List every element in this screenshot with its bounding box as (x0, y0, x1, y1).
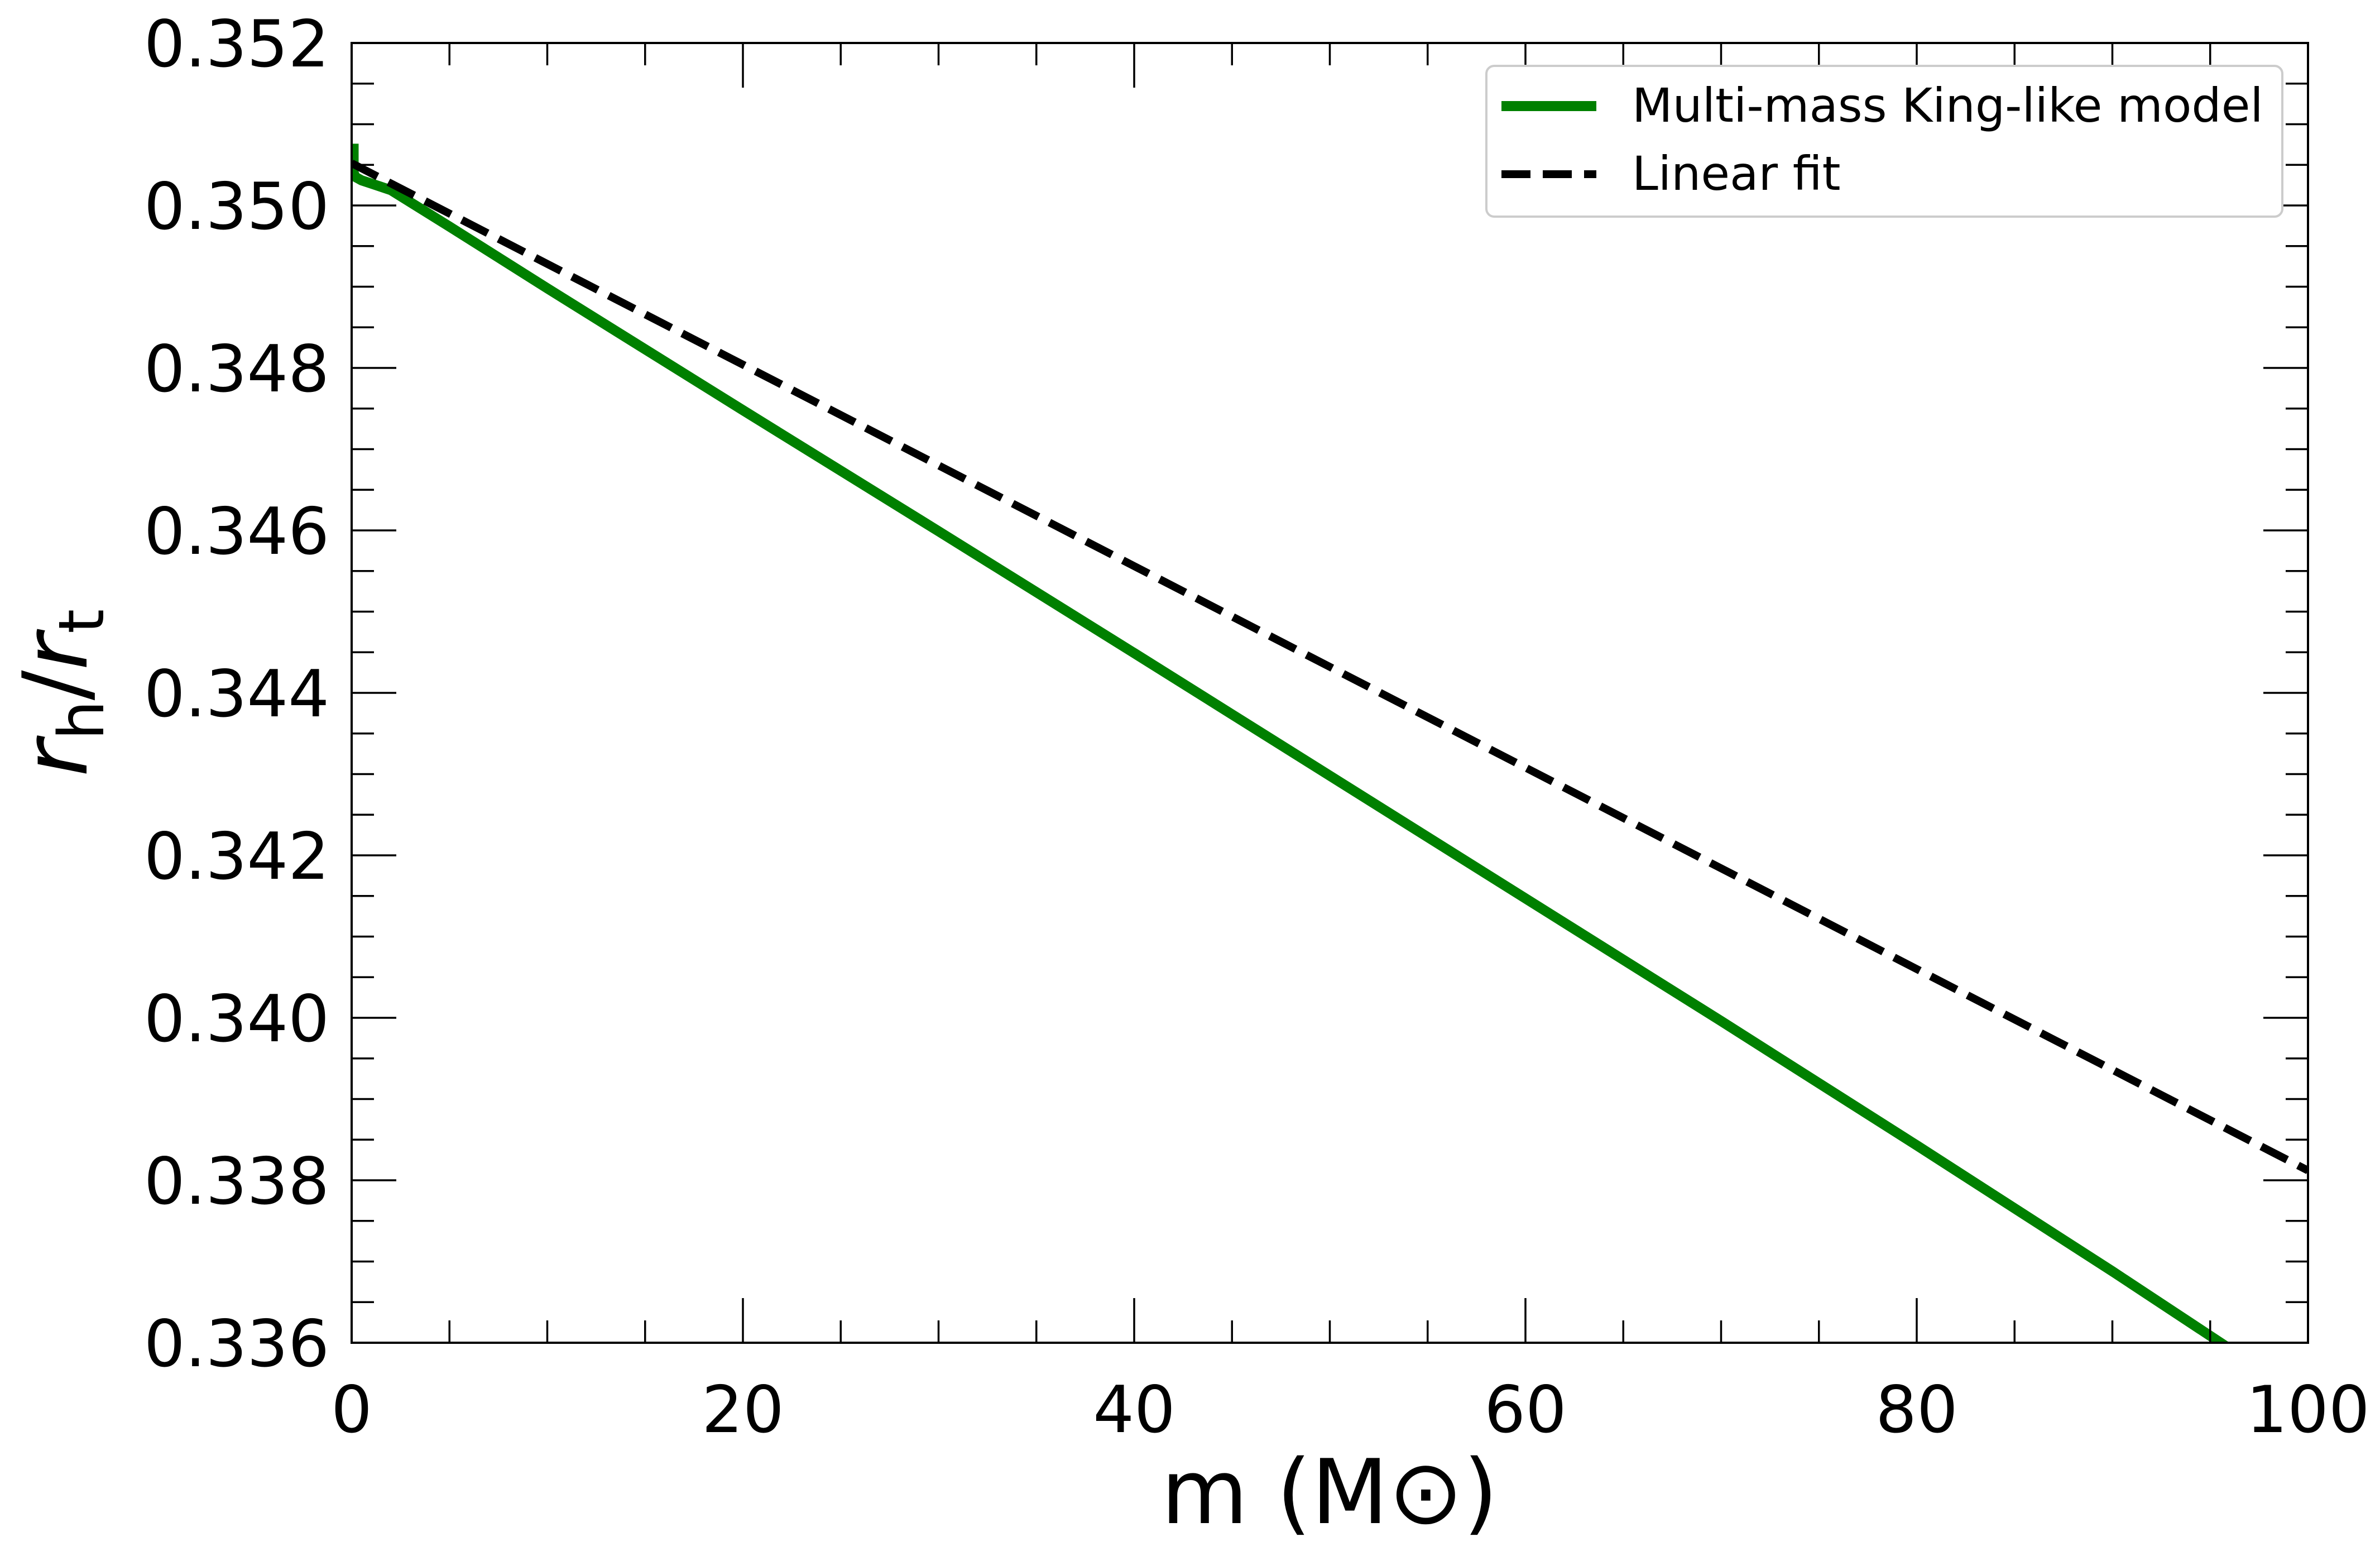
series-layer (352, 143, 2308, 1343)
legend: Multi-mass King-like model Linear fit (1485, 65, 2283, 218)
x-tick-label: 60 (1484, 1372, 1567, 1448)
x-tick-label: 80 (1875, 1372, 1958, 1448)
y-tick-label: 0.348 (144, 332, 329, 407)
y-tick-label: 0.352 (144, 7, 329, 82)
y-tick-label: 0.336 (144, 1306, 329, 1382)
y-tick-label: 0.350 (144, 169, 329, 245)
tick-labels: 0 20 40 60 80 100 0.336 0.338 0.340 0.342 0.344 0.3… (144, 7, 2370, 1448)
y-tick-label: 0.340 (144, 982, 329, 1057)
y-tick-label: 0.344 (144, 657, 329, 732)
x-axis-label: m (M⊙) (1161, 1440, 1498, 1544)
y-tick-label: 0.346 (144, 494, 329, 569)
y-tick-label: 0.338 (144, 1144, 329, 1219)
y-tick-label: 0.342 (144, 819, 329, 894)
series-line-linear-fit (352, 160, 2308, 1174)
x-tick-label: 100 (2246, 1372, 2369, 1448)
plot-frame (351, 42, 2309, 1344)
x-tick-label: 20 (702, 1372, 784, 1448)
legend-label-model: Multi-mass King-like model (1632, 78, 2263, 133)
plot-area (352, 43, 2308, 1343)
legend-frame (1485, 65, 2283, 218)
x-tick-label: 40 (1093, 1372, 1175, 1448)
series-line-model (352, 143, 2230, 1343)
y-axis-label: rh/rt (3, 609, 118, 777)
x-tick-label: 0 (331, 1372, 372, 1448)
legend-label-linear-fit: Linear fit (1632, 146, 1841, 201)
